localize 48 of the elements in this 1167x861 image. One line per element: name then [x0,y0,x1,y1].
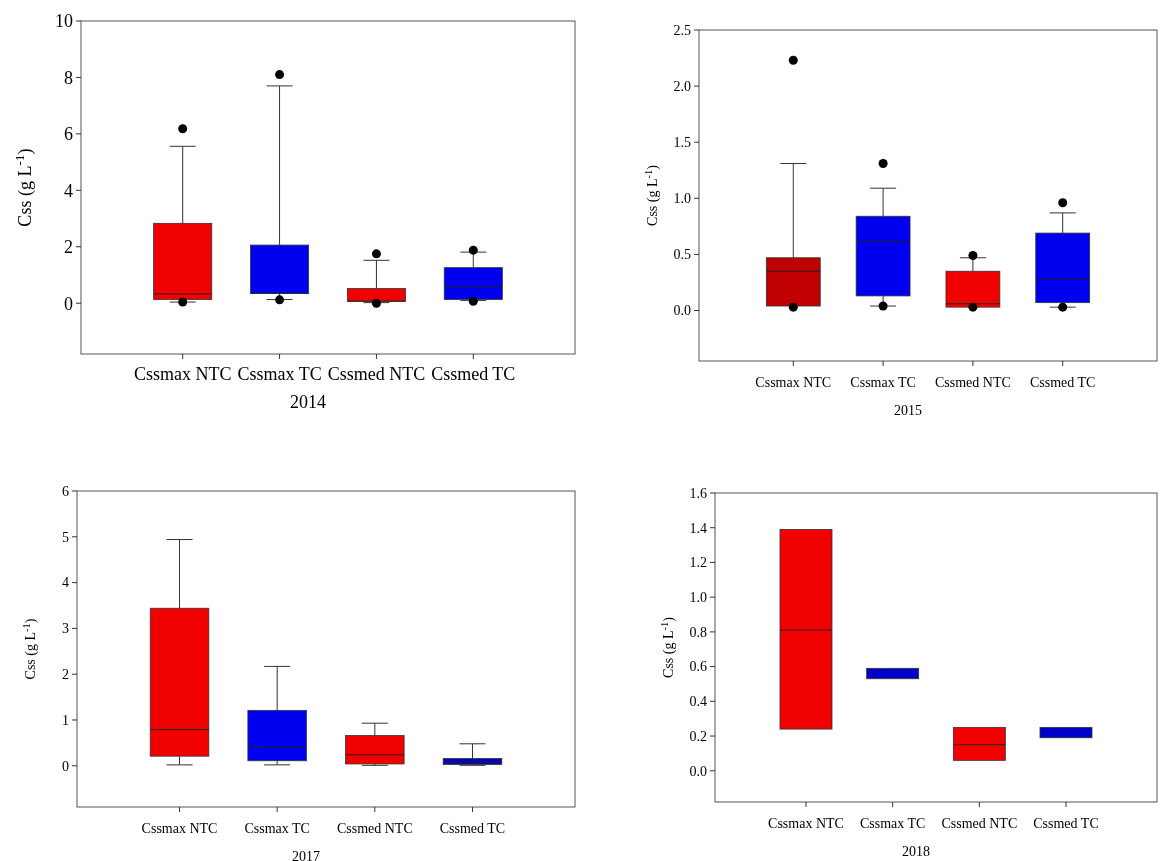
y-tick-label: 1.2 [689,555,707,571]
y-tick-label: 1.6 [689,485,707,501]
x-axis-title: 2018 [902,844,930,859]
y-tick-label: 3 [62,621,69,637]
y-tick-label: 8 [64,67,73,88]
y-tick-label: 0.6 [689,659,707,675]
y-tick-label: 4 [64,180,73,201]
x-tick-label: Cssmax NTC [755,375,832,390]
y-tick-label: 10 [55,11,73,32]
x-tick-label: Cssmax TC [859,816,926,831]
y-tick-label: 0.5 [673,247,691,263]
x-tick-label: Cssmax TC [850,375,916,390]
y-tick-label: 0.0 [673,303,691,319]
x-tick-label: Cssmax TC [244,821,310,836]
y-tick-label: 1 [62,712,69,728]
x-tick-label: Cssmed TC [439,821,506,836]
y-tick-label: 2 [62,667,69,683]
y-tick-label: 2.5 [673,22,691,38]
y-tick-label: 2 [64,237,73,258]
y-tick-label: 0 [62,758,69,774]
y-tick-label: 4 [62,575,69,591]
y-tick-label: 2.0 [673,79,691,94]
y-tick-label: 5 [62,529,69,545]
y-tick-label: 0 [64,293,73,314]
x-tick-label: Cssmed TC [1033,816,1099,831]
x-axis-title: 2017 [292,849,320,861]
y-tick-label: 1.5 [673,135,691,151]
y-tick-label: 6 [64,124,73,145]
y-tick-label: 1.0 [673,191,691,207]
y-tick-label: 0.4 [689,694,707,710]
x-tick-label: Cssmed TC [1029,375,1096,390]
x-axis-title: 2015 [894,403,922,418]
y-tick-label: 0.0 [689,763,707,779]
x-tick-label: Cssmed NTC [327,364,426,384]
x-tick-label: Cssmed TC [431,364,516,384]
x-tick-label: Cssmed NTC [941,816,1018,831]
y-tick-label: 1.4 [689,520,707,536]
y-tick-label: 0.8 [689,624,707,640]
y-tick-label: 6 [62,483,69,499]
y-tick-label: 1.0 [689,590,707,606]
x-axis-title: 2014 [290,392,326,412]
x-tick-label: Cssmax NTC [133,364,232,384]
x-tick-label: Cssmed NTC [336,821,413,836]
x-tick-label: Cssmax NTC [768,816,844,831]
x-tick-label: Cssmax TC [237,364,322,384]
x-tick-label: Cssmax NTC [141,821,218,836]
x-tick-label: Cssmed NTC [934,375,1011,390]
y-tick-label: 0.2 [689,728,707,744]
